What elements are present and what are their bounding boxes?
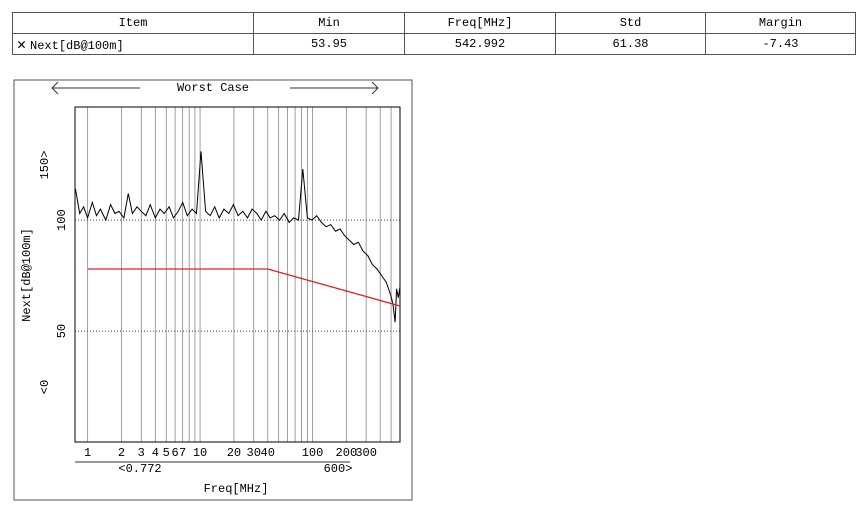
- x-tick-label: 4: [152, 446, 159, 460]
- data-row: ✕ Next[dB@100m] 53.95 542.992 61.38 -7.43: [12, 33, 856, 55]
- item-name: Next[dB@100m]: [30, 38, 124, 53]
- x-tick-label: 200: [336, 446, 358, 460]
- x-tick-label: 20: [227, 446, 241, 460]
- result-table: Item Min Freq[MHz] Std Margin ✕ Next[dB@1…: [12, 12, 856, 55]
- header-cell: Margin: [705, 12, 856, 34]
- x-tick-label: 7: [179, 446, 186, 460]
- chart-title: Worst Case: [177, 81, 249, 95]
- cell: -7.43: [705, 33, 856, 55]
- item-cell: ✕ Next[dB@100m]: [12, 33, 254, 55]
- header-row: Item Min Freq[MHz] Std Margin: [12, 12, 856, 34]
- fail-icon: ✕: [17, 36, 27, 54]
- y-range-label: <0: [38, 380, 52, 394]
- x-tick-label: 40: [261, 446, 275, 460]
- plot-area: [74, 106, 401, 443]
- x-tick-label: 2: [118, 446, 125, 460]
- y-range-label: 150>: [38, 151, 52, 180]
- x-tick-label: 300: [355, 446, 377, 460]
- x-tick-label: 5: [163, 446, 170, 460]
- series-line: [87, 268, 401, 307]
- scroll-arrows: [51, 81, 379, 95]
- y-axis-label: Next[dB@100m]: [20, 228, 34, 322]
- x-tick-label: 3: [138, 446, 145, 460]
- x-axis-label: Freq[MHz]: [204, 482, 269, 496]
- x-tick-label: 100: [302, 446, 324, 460]
- cell: 542.992: [404, 33, 556, 55]
- x-range-label: <0.772: [118, 462, 161, 476]
- y-tick-label: 100: [55, 209, 69, 231]
- cell: 61.38: [555, 33, 706, 55]
- x-tick-label: 30: [247, 446, 261, 460]
- series-line: [75, 151, 401, 323]
- chart-frame: [13, 79, 413, 501]
- y-tick-label: 50: [55, 324, 69, 338]
- x-range-label: 600>: [324, 462, 353, 476]
- x-tick-label: 1: [84, 446, 91, 460]
- x-tick-label: 10: [193, 446, 207, 460]
- x-tick-label: 6: [172, 446, 179, 460]
